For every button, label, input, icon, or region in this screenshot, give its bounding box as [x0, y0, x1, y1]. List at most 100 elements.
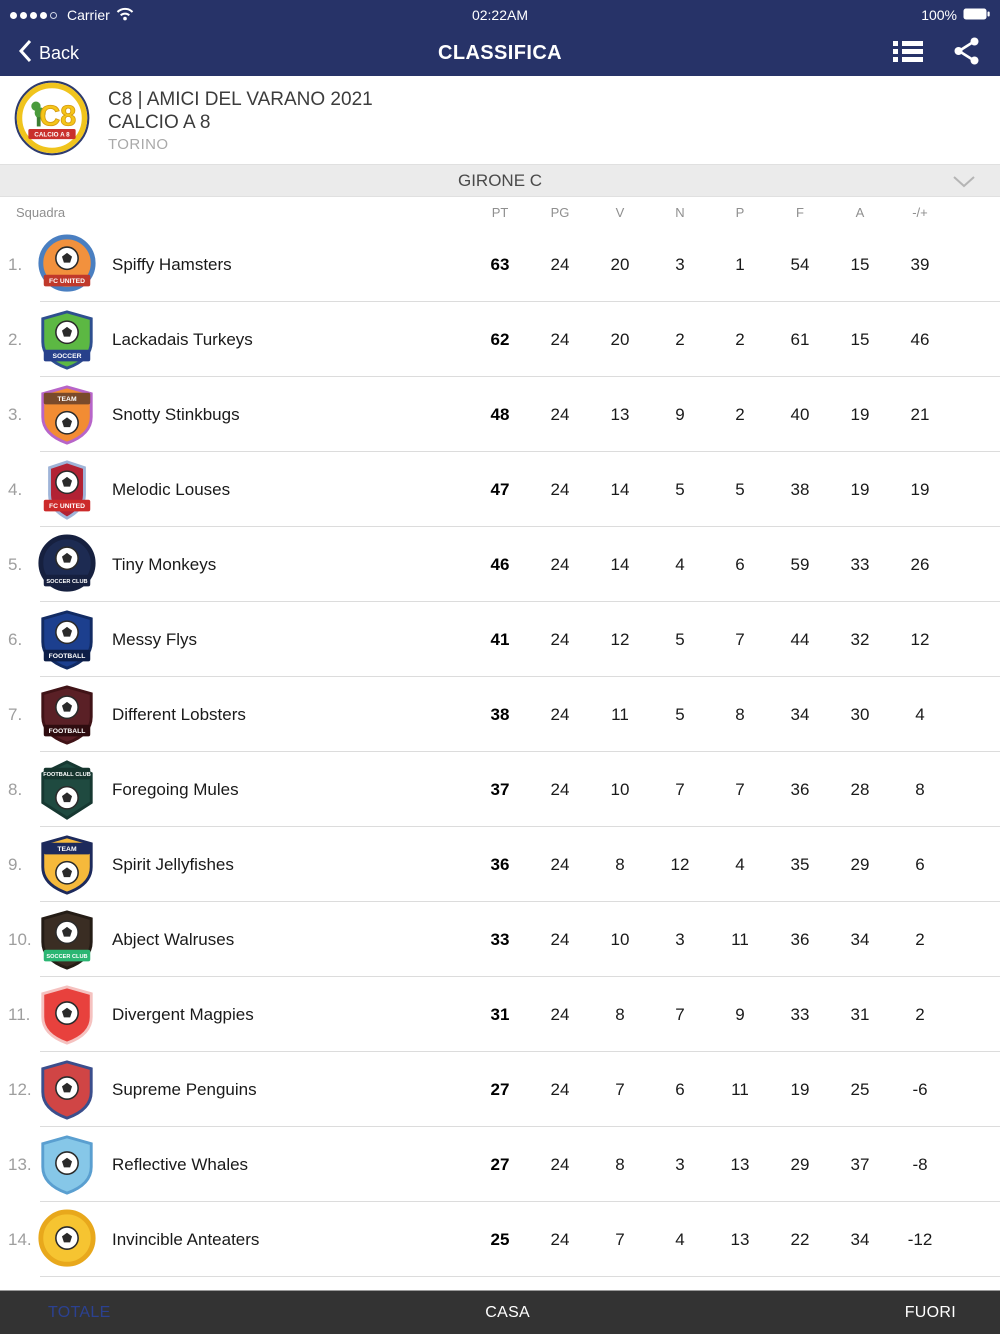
team-logo: FC UNITED	[36, 233, 98, 296]
svg-text:SOCCER CLUB: SOCCER CLUB	[46, 954, 87, 960]
stat-p: 4	[735, 854, 745, 874]
team-logo: FOOTBALL CLUB	[36, 759, 98, 821]
stat-v: 20	[610, 254, 630, 274]
stat-n: 7	[675, 779, 685, 799]
row-stats: 46 24 14 4 6 59 33 26	[470, 555, 950, 575]
stat-pt: 62	[490, 329, 510, 349]
stat-a: 29	[850, 854, 870, 874]
table-row[interactable]: 9. TEAM Spirit Jellyfishes 36 24 8 12 4 35 29 6	[0, 827, 1000, 902]
stat-p: 5	[735, 479, 745, 499]
stat-pt: 31	[490, 1004, 510, 1024]
stat-diff: 12	[910, 629, 930, 649]
stat-p: 7	[735, 629, 745, 649]
stat-pg: 24	[550, 1004, 570, 1024]
row-rank: 12.	[8, 1079, 32, 1099]
stat-pg: 24	[550, 704, 570, 724]
table-row[interactable]: 6. FOOTBALL Messy Flys 41 24 12 5 7 44 32 12	[0, 602, 1000, 677]
column-header-p: P	[735, 204, 745, 220]
table-row[interactable]: 8. FOOTBALL CLUB Foregoing Mules 37 24 10 7…	[0, 752, 1000, 827]
team-logo	[36, 984, 98, 1046]
team-name: Foregoing Mules	[112, 779, 239, 799]
row-stats: 31 24 8 7 9 33 31 2	[470, 1005, 950, 1025]
stat-p: 9	[735, 1004, 745, 1024]
team-name: Reflective Whales	[112, 1154, 249, 1174]
stat-diff: 21	[910, 404, 930, 424]
table-row[interactable]: 2. SOCCER Lackadais Turkeys 62 24 20 2 2 61 15…	[0, 302, 1000, 377]
stat-pt: 36	[490, 854, 510, 874]
stat-p: 7	[735, 779, 745, 799]
table-row[interactable]: 14. Invincible Anteaters 25 24 7 4 13 22 34 -12	[0, 1202, 1000, 1277]
table-row[interactable]: 5. SOCCER CLUB Tiny Monkeys 46 24 14 4 6 59 33…	[0, 527, 1000, 602]
tab-fuori[interactable]: FUORI	[904, 1303, 956, 1321]
table-row[interactable]: 10. SOCCER CLUB Abject Walruses 33 24 10 3 1…	[0, 902, 1000, 977]
table-row[interactable]: 4. FC UNITED Melodic Louses 47 24 14 5 5 38 19…	[0, 452, 1000, 527]
table-row[interactable]: 12. Supreme Penguins 27 24 7 6 11 19 25 -6	[0, 1052, 1000, 1127]
stat-n: 3	[675, 254, 685, 274]
stat-a: 30	[850, 704, 870, 724]
stat-n: 5	[675, 704, 685, 724]
row-stats: 62 24 20 2 2 61 15 46	[470, 330, 950, 350]
stat-f: 36	[790, 929, 810, 949]
table-row[interactable]: 11. Divergent Magpies 31 24 8 7 9 33 31 2	[0, 977, 1000, 1052]
stat-a: 37	[850, 1154, 870, 1174]
row-stats: 48 24 13 9 2 40 19 21	[470, 405, 950, 425]
stat-a: 34	[850, 929, 870, 949]
stat-f: 22	[790, 1229, 810, 1249]
table-row[interactable]: 13. Reflective Whales 27 24 8 3 13 29 37 -8	[0, 1127, 1000, 1202]
battery-percent: 100%	[921, 7, 957, 23]
stat-a: 28	[850, 779, 870, 799]
list-icon[interactable]	[892, 37, 924, 70]
stat-pg: 24	[550, 779, 570, 799]
club-logo-band-text: CALCIO A 8	[34, 131, 70, 138]
stat-a: 34	[850, 1229, 870, 1249]
row-stats: 47 24 14 5 5 38 19 19	[470, 480, 950, 500]
stat-f: 54	[790, 254, 810, 274]
stat-pt: 38	[490, 704, 510, 724]
stat-f: 40	[790, 404, 810, 424]
team-name: Spiffy Hamsters	[112, 254, 232, 274]
team-logo	[36, 1134, 98, 1196]
stat-a: 33	[850, 554, 870, 574]
row-rank: 2.	[8, 329, 23, 349]
team-name: Invincible Anteaters	[112, 1229, 260, 1249]
club-logo: C8 CALCIO A 8	[14, 80, 90, 161]
tab-casa[interactable]: CASA	[485, 1303, 531, 1321]
svg-text:FOOTBALL CLUB: FOOTBALL CLUB	[43, 772, 91, 778]
back-button[interactable]: Back	[18, 39, 79, 68]
team-name: Snotty Stinkbugs	[112, 404, 240, 424]
stat-v: 12	[610, 629, 630, 649]
table-row[interactable]: 1. FC UNITED Spiffy Hamsters 63 24 20 3 1 54 1…	[0, 227, 1000, 302]
stat-diff: -12	[907, 1229, 933, 1249]
team-logo: FC UNITED	[36, 459, 98, 521]
team-logo: FOOTBALL	[36, 684, 98, 746]
girone-selector[interactable]: GIRONE C	[0, 164, 1000, 197]
row-rank: 4.	[8, 479, 23, 499]
stat-v: 14	[610, 479, 630, 499]
row-rank: 6.	[8, 629, 23, 649]
row-rank: 9.	[8, 854, 23, 874]
stat-v: 10	[610, 929, 630, 949]
stat-p: 1	[735, 254, 745, 274]
stat-v: 11	[611, 704, 629, 724]
stat-pg: 24	[550, 1079, 570, 1099]
row-rank: 8.	[8, 779, 23, 799]
stat-diff: 2	[915, 1004, 925, 1024]
competition-header: C8 CALCIO A 8 C8 | AMICI DEL VARANO 2021…	[0, 76, 1000, 164]
column-header-n: N	[675, 204, 685, 220]
stat-a: 19	[850, 479, 870, 499]
share-icon[interactable]	[952, 36, 982, 71]
stat-pt: 63	[490, 254, 510, 274]
tab-totale[interactable]: TOTALE	[48, 1303, 111, 1321]
stat-f: 38	[790, 479, 810, 499]
stat-n: 9	[675, 404, 685, 424]
row-rank: 13.	[8, 1154, 32, 1174]
row-stats: 38 24 11 5 8 34 30 4	[470, 705, 950, 725]
stat-pg: 24	[550, 1229, 570, 1249]
stat-v: 10	[610, 779, 630, 799]
team-name: Melodic Louses	[112, 479, 231, 499]
table-row[interactable]: 7. FOOTBALL Different Lobsters 38 24 11 5 8 3…	[0, 677, 1000, 752]
stat-p: 11	[731, 929, 749, 949]
table-row[interactable]: 3. TEAM Snotty Stinkbugs 48 24 13 9 2 40 19 21	[0, 377, 1000, 452]
stat-p: 13	[730, 1154, 750, 1174]
stat-pt: 47	[490, 479, 510, 499]
